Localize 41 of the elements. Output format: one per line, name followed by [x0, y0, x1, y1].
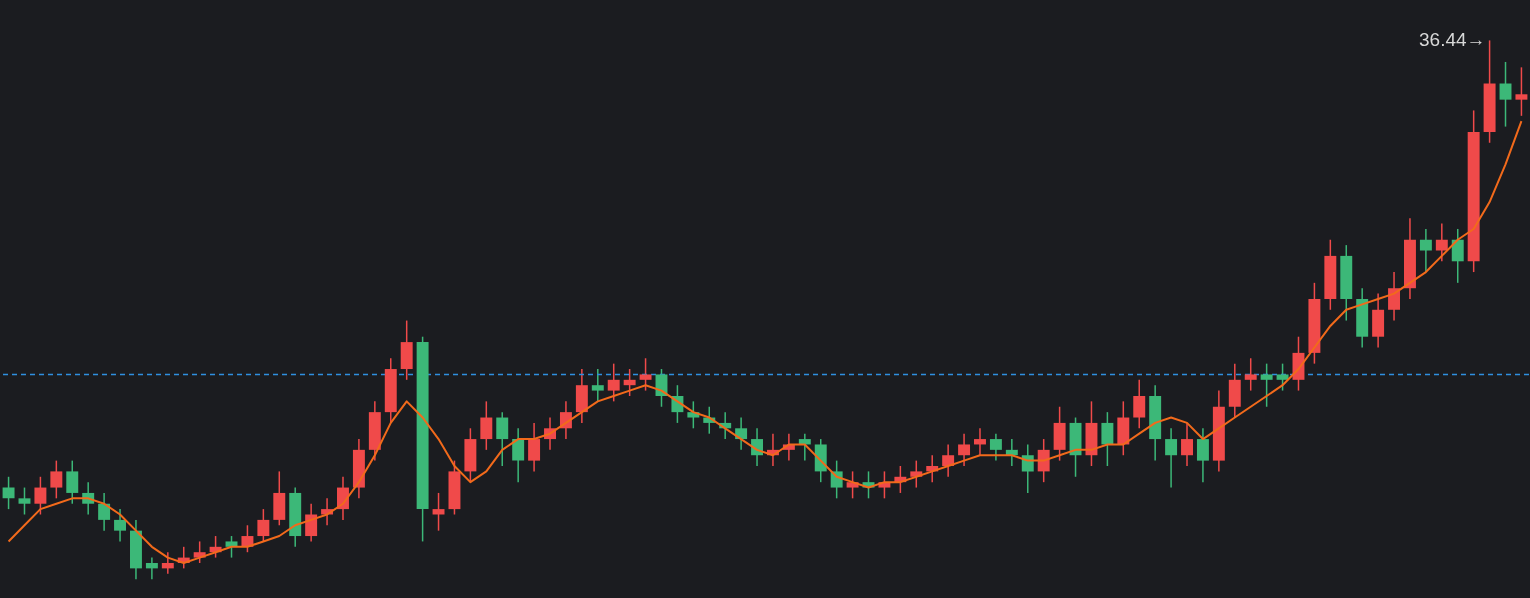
candlestick [145, 556, 158, 580]
candlestick [607, 362, 620, 403]
candlestick [958, 432, 971, 467]
candlestick [66, 459, 79, 505]
candlestick [1196, 427, 1209, 483]
candlestick [735, 416, 748, 451]
candlestick [974, 427, 986, 456]
candlestick [114, 508, 127, 543]
candlestick [98, 492, 111, 532]
candlestick [432, 492, 445, 532]
candlestick [1419, 228, 1432, 273]
candlestick [34, 476, 47, 516]
candlestick [1165, 427, 1178, 489]
candlestick [942, 443, 955, 478]
candlestick [1515, 66, 1528, 117]
candlestick [639, 357, 652, 392]
candlestick [623, 368, 636, 397]
candlestick [1181, 422, 1193, 467]
candlestick [1260, 362, 1273, 408]
candlestick [18, 486, 31, 516]
candlestick [512, 427, 525, 483]
candlestick [1276, 362, 1289, 392]
candlestick [591, 368, 604, 403]
candlestick [1499, 61, 1512, 128]
candlestick [989, 432, 1002, 462]
candlestick [496, 411, 509, 467]
candlestick [257, 508, 270, 543]
candlestick [1451, 228, 1464, 284]
candlestick [1101, 411, 1114, 467]
annotation: 36.44→ [1419, 29, 1486, 51]
candlestick [1388, 271, 1401, 322]
candlestick [2, 476, 15, 510]
candlestick [1133, 379, 1146, 430]
candlestick [225, 535, 238, 559]
candlestick [1435, 222, 1448, 263]
candlestick [1244, 357, 1257, 392]
candlestick [161, 551, 174, 575]
candlestick [528, 422, 541, 473]
candlestick [50, 459, 63, 500]
candlestick [305, 502, 318, 543]
candlestick [480, 400, 493, 451]
